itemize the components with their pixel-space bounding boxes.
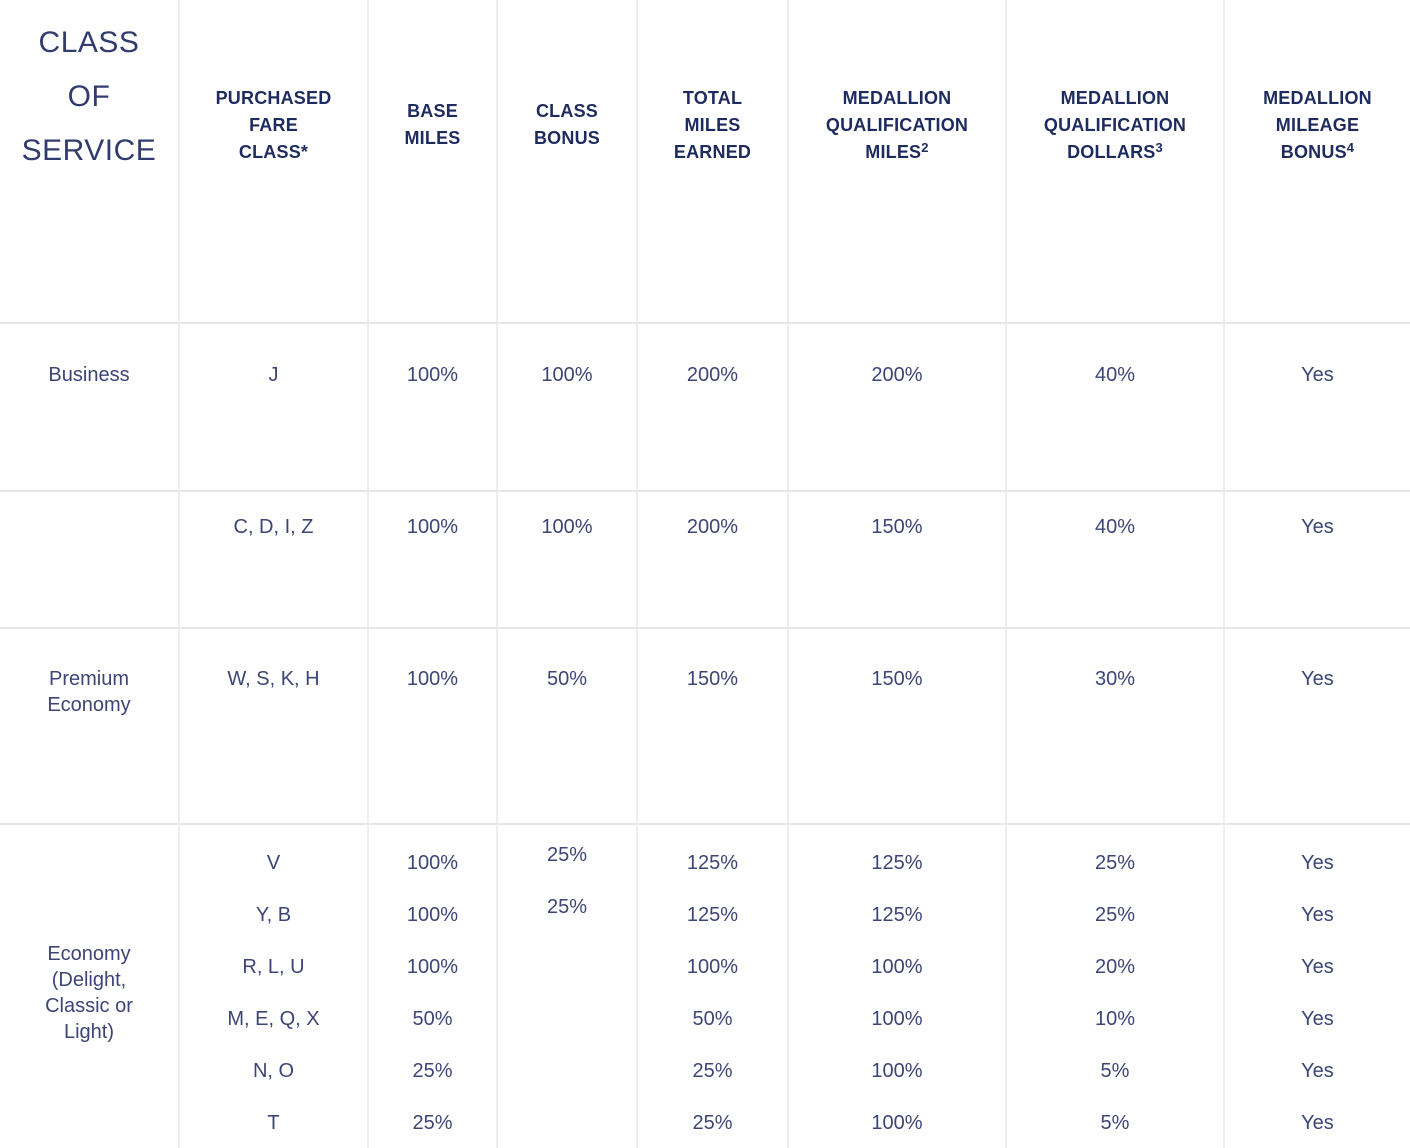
cell-premium-class-of-service: Premium Economy: [0, 627, 180, 823]
cell-economy-total-miles: 100%: [686, 956, 739, 978]
cell-economy-mqd: 5%: [1100, 1060, 1130, 1082]
cell-economy-mqd: 25%: [1094, 904, 1136, 926]
header-purchased-fare-class: PURCHASED FARE CLASS*: [180, 0, 369, 322]
cell-economy-fare-class: N, O: [252, 1060, 295, 1082]
cell-economy-class-bonus: 25%: [546, 896, 588, 918]
economy-base-miles-column: 100% 100% 100% 50% 25% 25%: [369, 823, 498, 1148]
header-medallion-qualification-dollars: MEDALLION QUALIFICATION DOLLARS3: [1007, 0, 1225, 322]
table-row-business-cdiz: C, D, I, Z 100% 100% 200% 150% 40% Yes: [0, 490, 1410, 627]
cell-economy-total-miles: 25%: [692, 1112, 733, 1134]
cell-cdiz-mqm: 150%: [789, 490, 1007, 627]
table-row-business: Business J 100% 100% 200% 200% 40% Yes: [0, 322, 1410, 490]
cell-premium-base-miles: 100%: [369, 627, 498, 823]
cell-economy-mqm: 125%: [871, 852, 923, 874]
class-of-service-heading: CLASS OF SERVICE: [21, 26, 157, 167]
cell-business-base-miles: 100%: [369, 322, 498, 490]
cell-economy-mileage-bonus: Yes: [1301, 904, 1334, 926]
cell-economy-class-of-service: Economy (Delight, Classic or Light): [0, 823, 180, 1148]
cell-economy-base-miles: 50%: [412, 1008, 453, 1030]
cell-economy-mqd: 10%: [1094, 1008, 1136, 1030]
economy-mqd-column: 25% 25% 20% 10% 5% 5%: [1007, 823, 1225, 1148]
cell-cdiz-class-of-service: [0, 490, 180, 627]
cell-economy-class-bonus: [498, 1045, 636, 1097]
cell-economy-mileage-bonus: Yes: [1301, 1008, 1334, 1030]
cell-economy-mqd: 5%: [1100, 1112, 1130, 1134]
cell-premium-total-miles: 150%: [638, 627, 789, 823]
cell-economy-mqm: 100%: [871, 956, 923, 978]
cell-economy-mqm: 100%: [871, 1008, 923, 1030]
cell-economy-mqm: 125%: [871, 904, 923, 926]
cell-economy-mileage-bonus: Yes: [1301, 1112, 1334, 1134]
cell-premium-fare-class: W, S, K, H: [180, 627, 369, 823]
footnote-marker-2: 2: [921, 139, 929, 155]
cell-economy-total-miles: 25%: [692, 1060, 733, 1082]
table-row-premium-economy: Premium Economy W, S, K, H 100% 50% 150%…: [0, 627, 1410, 823]
cell-economy-fare-class: T: [267, 1112, 280, 1134]
cell-economy-base-miles: 25%: [412, 1060, 453, 1082]
cell-premium-mqm: 150%: [789, 627, 1007, 823]
cell-cdiz-mileage-bonus: Yes: [1225, 490, 1410, 627]
header-base-miles: BASE MILES: [369, 0, 498, 322]
cell-economy-base-miles: 100%: [406, 956, 459, 978]
cell-economy-mileage-bonus: Yes: [1301, 956, 1334, 978]
economy-mileage-bonus-column: Yes Yes Yes Yes Yes Yes: [1225, 823, 1410, 1148]
cell-economy-mileage-bonus: Yes: [1301, 1060, 1334, 1082]
header-total-miles-earned: TOTAL MILES EARNED: [638, 0, 789, 322]
cell-economy-fare-class: Y, B: [255, 904, 292, 926]
economy-mqm-column: 125% 125% 100% 100% 100% 100%: [789, 823, 1007, 1148]
economy-class-bonus-column: 25% 25%: [498, 823, 638, 1148]
cell-business-mileage-bonus: Yes: [1225, 322, 1410, 490]
cell-economy-mqd: 20%: [1094, 956, 1136, 978]
footnote-marker-3: 3: [1155, 139, 1163, 155]
cell-business-class-bonus: 100%: [498, 322, 638, 490]
economy-fare-class-column: V Y, B R, L, U M, E, Q, X N, O T: [180, 823, 369, 1148]
cell-economy-class-bonus: [498, 1097, 636, 1148]
header-medallion-qualification-miles: MEDALLION QUALIFICATION MILES2: [789, 0, 1007, 322]
header-medallion-mileage-bonus: MEDALLION MILEAGE BONUS4: [1263, 87, 1372, 162]
cell-cdiz-mqd: 40%: [1007, 490, 1225, 627]
cell-economy-mqm: 100%: [871, 1112, 923, 1134]
table-row-economy: Economy (Delight, Classic or Light) V Y,…: [0, 823, 1410, 1148]
cell-business-mqm: 200%: [789, 322, 1007, 490]
cell-economy-total-miles: 125%: [686, 904, 739, 926]
cell-economy-class-bonus: [498, 993, 636, 1045]
cell-cdiz-class-bonus: 100%: [498, 490, 638, 627]
cell-economy-class-bonus: [498, 941, 636, 993]
table-header-row: CLASS OF SERVICE PURCHASED FARE CLASS* B…: [0, 0, 1410, 322]
cell-cdiz-fare-class: C, D, I, Z: [180, 490, 369, 627]
cell-economy-mqm: 100%: [871, 1060, 923, 1082]
cell-business-fare-class: J: [180, 322, 369, 490]
cell-economy-mileage-bonus: Yes: [1301, 852, 1334, 874]
cell-economy-total-miles: 125%: [686, 852, 739, 874]
cell-cdiz-base-miles: 100%: [369, 490, 498, 627]
cell-economy-fare-class: R, L, U: [242, 956, 305, 978]
cell-economy-fare-class: M, E, Q, X: [227, 1008, 320, 1030]
header-class-bonus: CLASS BONUS: [498, 0, 638, 322]
cell-premium-mileage-bonus: Yes: [1225, 627, 1410, 823]
cell-business-class-of-service: Business: [0, 322, 180, 490]
cell-economy-class-bonus: 25%: [546, 844, 588, 866]
cell-economy-fare-class: V: [266, 852, 281, 874]
cell-business-total-miles: 200%: [638, 322, 789, 490]
cell-economy-base-miles: 25%: [412, 1112, 453, 1134]
cell-economy-mqd: 25%: [1094, 852, 1136, 874]
cell-economy-total-miles: 50%: [692, 1008, 733, 1030]
cell-economy-base-miles: 100%: [406, 904, 459, 926]
cell-business-mqd: 40%: [1007, 322, 1225, 490]
footnote-marker-4: 4: [1346, 139, 1355, 155]
cell-economy-base-miles: 100%: [406, 852, 459, 874]
header-class-of-service: CLASS OF SERVICE: [0, 0, 180, 322]
cell-premium-class-bonus: 50%: [498, 627, 638, 823]
economy-total-miles-column: 125% 125% 100% 50% 25% 25%: [638, 823, 789, 1148]
cell-premium-mqd: 30%: [1007, 627, 1225, 823]
cell-cdiz-total-miles: 200%: [638, 490, 789, 627]
